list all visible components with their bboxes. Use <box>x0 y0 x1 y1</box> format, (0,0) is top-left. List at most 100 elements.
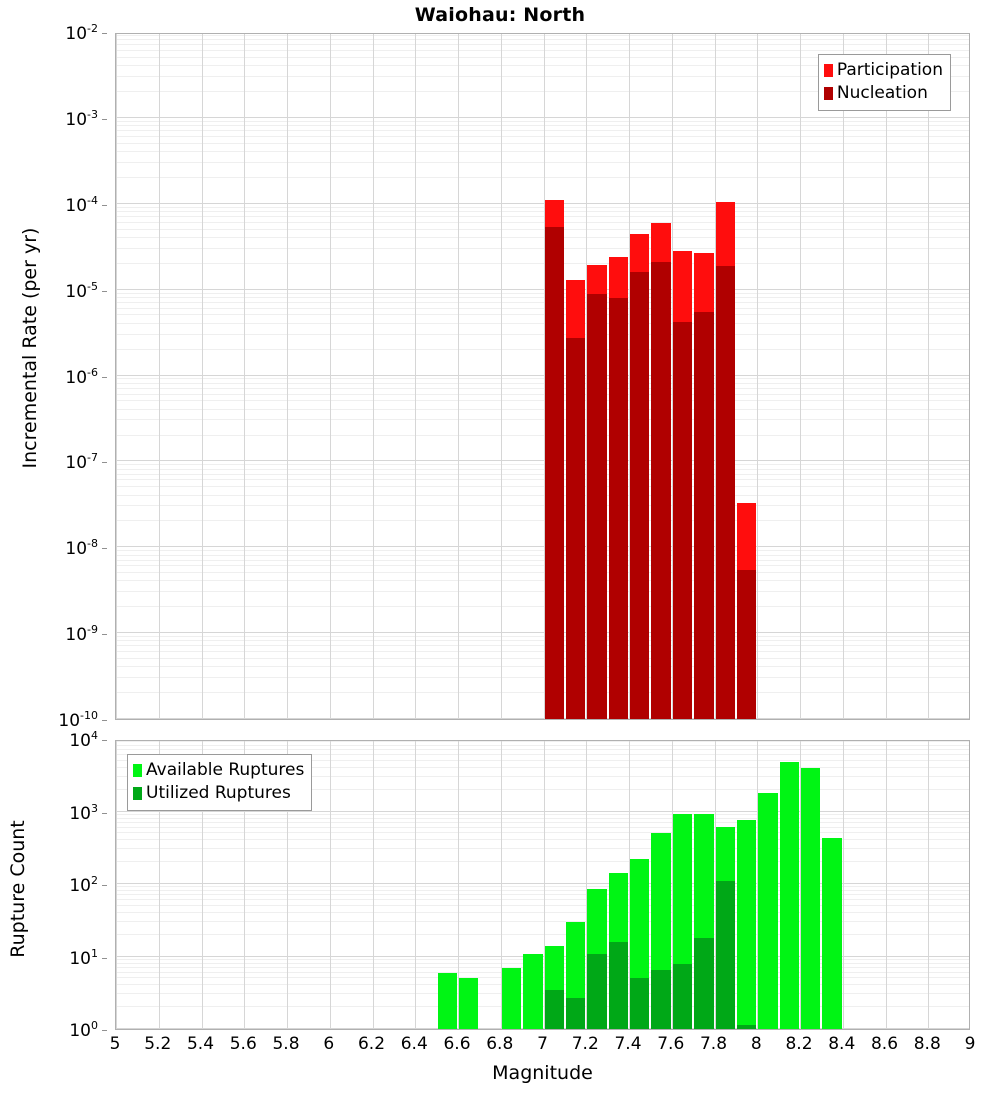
bar-outer <box>437 972 457 1029</box>
x-axis-tick-label: 9 <box>964 1034 976 1054</box>
bar-group <box>544 741 564 1029</box>
bar-inner <box>651 970 671 1029</box>
bar-inner <box>587 293 607 719</box>
x-axis-tick-label: 7.8 <box>699 1034 728 1054</box>
y-axis-tick-mark <box>102 1030 107 1031</box>
bar-inner <box>587 953 607 1029</box>
x-axis-tick-label: 7 <box>537 1034 548 1054</box>
y-axis-tick-mark <box>102 376 107 378</box>
x-axis-tick-label: 6.8 <box>486 1034 514 1054</box>
y-axis-tick-mark <box>102 204 107 206</box>
x-axis-tick-label: 8.4 <box>828 1034 856 1054</box>
bar-outer <box>736 819 757 1029</box>
x-axis-tick-label: 7.2 <box>571 1034 599 1054</box>
x-axis-tick-label: 6.6 <box>443 1034 471 1054</box>
bar-inner <box>672 963 693 1029</box>
x-axis-tick-label: 5.8 <box>272 1034 300 1054</box>
bar-group <box>801 741 821 1029</box>
bar-group <box>736 34 757 719</box>
y-axis-tick-mark <box>102 812 107 814</box>
y-axis-tick-label: 10-2 <box>65 22 98 44</box>
bar-group <box>587 34 607 719</box>
bar-inner <box>608 297 628 719</box>
bar-group <box>437 741 457 1029</box>
y-axis-tick-mark <box>102 740 107 741</box>
bar-inner <box>630 272 650 719</box>
top-chart-legend: Participation Nucleation <box>817 54 951 111</box>
top-chart-bars <box>116 34 969 719</box>
y-axis-tick-mark <box>102 462 107 464</box>
legend-item-nucleation: Nucleation <box>823 82 943 105</box>
bar-group <box>758 741 778 1029</box>
y-axis-tick-label: 10-4 <box>65 193 98 216</box>
y-axis-tick-label: 10-3 <box>65 108 98 130</box>
top-chart-gridlines <box>116 34 969 719</box>
bar-inner <box>736 569 757 719</box>
y-axis-tick-label: 10-6 <box>65 365 98 388</box>
legend-item-participation: Participation <box>823 59 943 82</box>
bar-group <box>608 34 628 719</box>
legend-label-available-ruptures: Available Ruptures <box>146 760 305 780</box>
bar-group <box>523 741 543 1029</box>
y-axis-tick-mark <box>102 548 107 550</box>
x-axis-tick-label: 6.2 <box>357 1034 386 1054</box>
bottom-chart-y-axis-labels: 104 103 102 101 100 <box>0 729 107 1041</box>
bottom-chart-y-axis-title: Rupture Count <box>7 820 29 958</box>
y-axis-tick-mark <box>102 957 107 959</box>
bottom-chart-bars <box>116 741 969 1029</box>
y-axis-tick-mark <box>102 885 107 886</box>
y-axis-tick-label: 10-10 <box>58 709 98 731</box>
legend-label-nucleation: Nucleation <box>836 83 928 103</box>
top-chart-plot-area: Participation Nucleation <box>115 33 970 720</box>
bar-inner <box>694 311 714 719</box>
bar-outer <box>523 953 543 1029</box>
nucleation-swatch-icon <box>823 87 833 100</box>
bar-group <box>779 741 799 1029</box>
x-axis-tick-label: 8.2 <box>785 1034 813 1054</box>
x-axis-tick-label: 5 <box>109 1034 121 1054</box>
x-axis-tick-label: 7.4 <box>614 1034 642 1054</box>
y-axis-tick-mark <box>102 634 107 636</box>
bar-inner <box>608 941 628 1029</box>
y-axis-tick-label: 10-8 <box>65 537 98 560</box>
available-ruptures-swatch-icon <box>133 764 142 777</box>
bar-group <box>544 34 564 719</box>
bar-inner <box>715 265 735 719</box>
utilized-ruptures-swatch-icon <box>133 787 142 800</box>
bar-group <box>501 741 522 1029</box>
bar-inner <box>736 1024 757 1029</box>
y-axis-tick-mark <box>102 118 107 120</box>
bar-group <box>694 34 714 719</box>
bar-inner <box>715 881 735 1029</box>
bar-outer <box>459 978 479 1029</box>
bar-group <box>672 741 693 1029</box>
x-axis-tick-label: 5.4 <box>186 1034 215 1054</box>
bar-inner <box>544 989 564 1029</box>
top-chart-y-axis-labels: 10-2 10-3 10-4 10-5 10-6 10-7 10-8 10-9 10-10 <box>0 22 107 731</box>
y-axis-tick-mark <box>102 720 107 721</box>
x-axis-tick-label: 8 <box>750 1034 762 1054</box>
bar-group <box>822 741 842 1029</box>
y-axis-tick-label: 103 <box>69 801 98 824</box>
bar-inner <box>672 321 693 719</box>
bar-outer <box>801 767 821 1029</box>
legend-item-utilized-ruptures: Utilized Ruptures <box>133 782 304 805</box>
bar-group <box>630 741 650 1029</box>
participation-swatch-icon <box>823 64 833 77</box>
bar-outer <box>501 967 522 1029</box>
y-axis-tick-mark <box>102 290 107 292</box>
bar-group <box>715 741 735 1029</box>
bar-inner <box>565 338 586 719</box>
y-axis-tick-mark <box>102 33 107 34</box>
bar-group <box>459 741 479 1029</box>
x-axis-tick-label: 7.6 <box>657 1034 685 1054</box>
bar-group <box>694 741 714 1029</box>
bar-group <box>736 741 757 1029</box>
y-axis-tick-label: 10-5 <box>65 279 98 302</box>
bar-inner <box>651 261 671 719</box>
bar-group <box>565 34 586 719</box>
y-axis-tick-label: 10-7 <box>65 451 98 474</box>
legend-label-utilized-ruptures: Utilized Ruptures <box>146 783 291 803</box>
bar-group <box>630 34 650 719</box>
